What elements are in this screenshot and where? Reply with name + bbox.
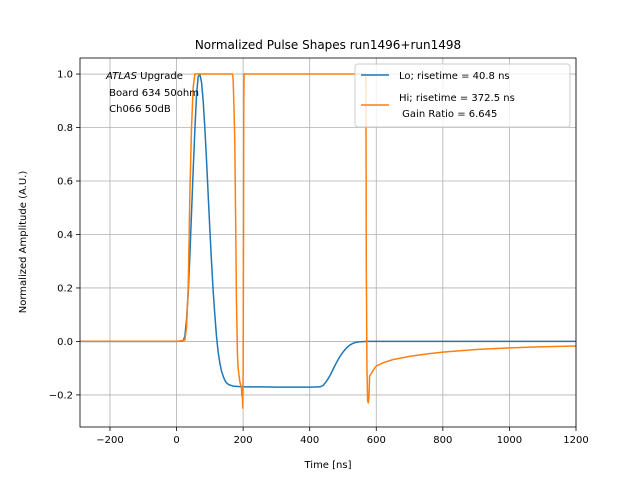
series-line-hi [80,73,576,410]
plot-area [80,73,576,410]
plot-frame [79,57,577,428]
y-tick-label: 0.2 [57,283,73,294]
series-line-lo [80,73,576,388]
axis-ticks: −200 0 200 400 600 800 1000 1200 −0.2 0.0 0.2 0.4 0.… [49,70,589,446]
annotation-line-1: ATLAS Upgrade [105,71,183,82]
x-axis-label: Time [ns] [303,460,351,471]
chart-title: Normalized Pulse Shapes run1496+run1498 [195,38,461,52]
y-tick-label: −0.2 [49,390,73,401]
annotation-atlas-italic: ATLAS [105,71,138,82]
x-tick-label: −200 [96,435,123,446]
y-tick-label: 0.6 [57,177,73,188]
x-tick-label: 400 [300,435,319,446]
series-layer [80,73,576,410]
annotation-upgrade: Upgrade [137,71,183,82]
y-tick-label: 1.0 [57,70,73,81]
atlas-annotation: ATLAS Upgrade Board 634 50ohm Ch066 50dB [105,71,199,115]
annotation-line-2: Board 634 50ohm [106,88,199,99]
y-tick-label: 0.0 [57,337,73,348]
y-tick-label: 0.8 [57,123,73,134]
x-tick-label: 200 [234,435,253,446]
x-tick-label: 1200 [563,435,588,446]
x-tick-label: 1000 [497,435,522,446]
y-axis-label: Normalized Amplitude (A.U.) [18,171,29,314]
x-tick-label: 800 [433,435,452,446]
legend-label-lo: Lo; risetime = 40.8 ns [399,71,510,82]
legend-box [354,63,571,128]
x-tick-label: 0 [173,435,179,446]
x-tick-label: 600 [367,435,386,446]
legend-label-hi: Hi; risetime = 372.5 ns [399,93,515,104]
annotation-line-3: Ch066 50dB [106,104,171,115]
y-tick-label: 0.4 [57,230,73,241]
legend: Lo; risetime = 40.8 ns Hi; risetime = 37… [354,63,571,128]
legend-label-hi-gain: Gain Ratio = 6.645 [399,109,497,120]
